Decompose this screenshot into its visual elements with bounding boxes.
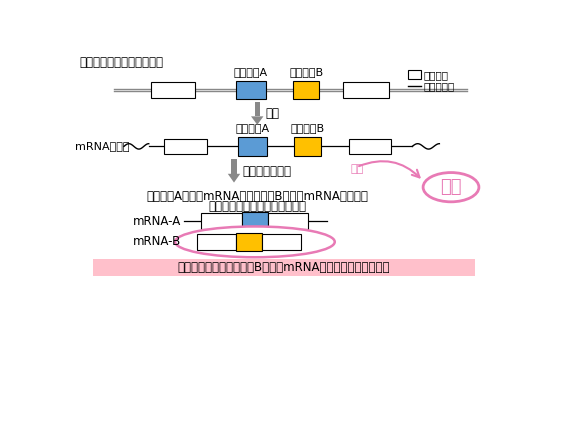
Text: mRNA-B: mRNA-B [133, 236, 181, 248]
Bar [262, 234, 300, 250]
Text: スプライシング: スプライシング [242, 164, 291, 177]
Text: 空腹状態では、エクソンBを含むmRNAがより多く生成される: 空腹状態では、エクソンBを含むmRNAがより多く生成される [177, 261, 390, 274]
Polygon shape [228, 174, 240, 183]
Text: グルタミン酸受容体遺伝子: グルタミン酸受容体遺伝子 [79, 56, 163, 69]
Bar [293, 81, 319, 99]
Bar [231, 160, 237, 174]
Bar [237, 81, 266, 99]
Bar [238, 137, 267, 156]
Text: （スプライシングバリアント）: （スプライシングバリアント） [208, 200, 306, 213]
Bar [343, 83, 389, 98]
Text: エクソン: エクソン [423, 70, 448, 80]
Bar [408, 70, 421, 80]
Ellipse shape [175, 226, 335, 257]
Bar [151, 83, 196, 98]
Polygon shape [251, 116, 263, 125]
Text: 空腹: 空腹 [440, 178, 462, 196]
Bar [295, 137, 321, 156]
Bar [164, 139, 207, 154]
Text: イントロン: イントロン [423, 81, 454, 91]
Bar [255, 103, 260, 116]
Text: エクソンAを含むmRNAとエクソンBを含むmRNAができる: エクソンAを含むmRNAとエクソンBを含むmRNAができる [146, 190, 368, 203]
Bar [268, 213, 308, 229]
Bar [242, 212, 268, 230]
Bar [197, 234, 235, 250]
Text: エクソンB: エクソンB [289, 67, 323, 77]
Bar [349, 139, 392, 154]
Text: エクソンA: エクソンA [235, 123, 270, 133]
Text: エクソンB: エクソンB [291, 123, 325, 133]
Ellipse shape [423, 173, 479, 202]
Text: mRNA前駆体: mRNA前駆体 [75, 142, 129, 151]
Text: mRNA-A: mRNA-A [133, 215, 181, 228]
Bar [93, 259, 475, 276]
Bar [201, 213, 242, 229]
Text: 転写: 転写 [266, 107, 280, 120]
Text: エクソンA: エクソンA [234, 67, 268, 77]
Text: 影響: 影響 [350, 164, 364, 174]
Bar [235, 232, 262, 251]
